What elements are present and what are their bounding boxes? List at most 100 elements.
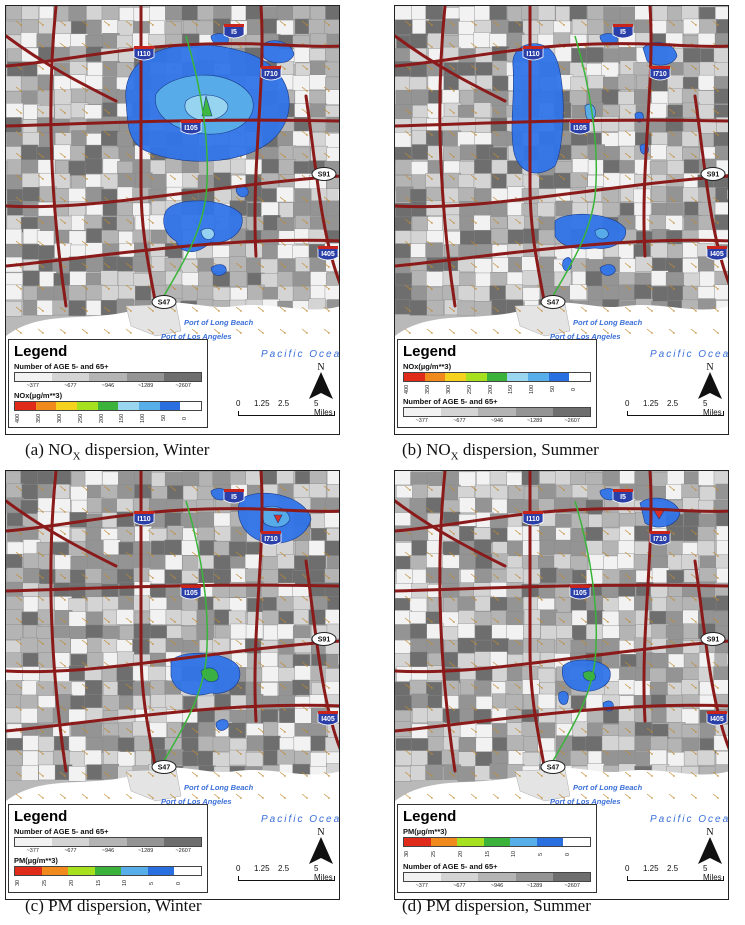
map-panel-c: I5 I110 I710 I105 S91 I605 I405 S47 Port of Long… (5, 470, 340, 900)
svg-text:I110: I110 (526, 516, 539, 523)
legend: Legend NOx(µg/m**3) 400 350 300 250 200 150 100 5… (397, 339, 597, 428)
shield-i5: I5 (223, 24, 245, 39)
freeways (395, 6, 728, 308)
scale-bar (238, 876, 335, 881)
shield-s91: S91 (700, 167, 726, 181)
map-panel-b: I5 I110 I710 I105 S91 I605 I405 S47 Port of Long… (394, 5, 729, 435)
pacific-ocean-label: Pacific Ocean (650, 814, 729, 825)
svg-text:S91: S91 (707, 172, 720, 179)
dispersion-map: I5 I110 I710 I105 S91 I605 I405 S47 (395, 6, 728, 434)
scale-tick: 1.25 (643, 399, 659, 408)
census-tracts (395, 6, 728, 317)
shield-i5: I5 (223, 489, 245, 504)
freeways (6, 6, 339, 308)
shield-i110: I110 (133, 46, 155, 61)
shield-i405: I405 (706, 246, 728, 261)
svg-text:I405: I405 (710, 716, 724, 723)
svg-text:S47: S47 (547, 765, 560, 772)
shield-i605: I605 (338, 189, 339, 200)
port-los-angeles-label: Port of Los Angeles (550, 797, 621, 806)
legend: Legend PM(µg/m**3) 30 25 20 15 10 5 0 Number of A… (397, 804, 597, 893)
age-legend-label: Number of AGE 5- and 65+ (403, 862, 498, 871)
shield-i105: I105 (569, 120, 591, 135)
shield-i605: I605 (727, 189, 728, 200)
age-color-ramp (403, 872, 591, 882)
rail-corridor (160, 35, 209, 302)
shield-i605: I605 (727, 654, 728, 665)
panel-caption: (b) NOX dispersion, Summer (402, 440, 599, 463)
svg-text:I5: I5 (620, 494, 626, 501)
panel-caption: (c) PM dispersion, Winter (25, 896, 202, 915)
svg-text:I105: I105 (573, 125, 587, 132)
pollutant-ticks: 30 25 20 15 10 5 0 (404, 850, 572, 858)
age-ticks: ~377 ~677 ~946 ~1289 ~2607 (26, 848, 191, 854)
pollutant-legend-label: PM(µg/m**3) (14, 856, 58, 865)
svg-text:I110: I110 (137, 51, 150, 58)
age-color-ramp (14, 372, 202, 382)
freeways (395, 471, 728, 773)
pollutant-color-ramp (403, 837, 591, 847)
legend-title: Legend (403, 343, 457, 360)
shield-i105: I105 (569, 585, 591, 600)
svg-text:N: N (317, 827, 324, 838)
scale-tick: 2.5 (667, 399, 679, 408)
scale-tick: 2.5 (278, 399, 290, 408)
shield-i710: I710 (260, 66, 282, 81)
pacific-ocean-label: Pacific Ocean (650, 349, 729, 360)
north-arrow-icon: N (309, 362, 333, 399)
pollutant-color-ramp (14, 866, 202, 876)
legend: Legend Number of AGE 5- and 65+ ~377 ~677 ~9… (8, 804, 208, 893)
svg-text:I110: I110 (137, 516, 150, 523)
map-panel-d: I5 I110 I710 I105 S91 I605 I405 S47 Port of Long… (394, 470, 729, 900)
svg-text:I710: I710 (653, 536, 667, 543)
svg-text:N: N (706, 827, 713, 838)
rail-corridor (549, 35, 598, 302)
port-long-beach-label: Port of Long Beach (184, 783, 254, 792)
svg-text:I405: I405 (321, 251, 335, 258)
scale-tick: 0 (625, 399, 630, 408)
age-legend-label: Number of AGE 5- and 65+ (14, 827, 109, 836)
map-panel-a: I5 I110 I710 I105 S91 I605 I405 S47 Port of Long… (5, 5, 340, 435)
svg-text:N: N (317, 362, 324, 373)
pollutant-plume (125, 33, 295, 276)
shield-s91: S91 (311, 632, 337, 646)
shield-s91: S91 (700, 632, 726, 646)
scale-tick: 2.5 (667, 864, 679, 873)
svg-text:S47: S47 (158, 300, 171, 307)
scale-tick: 2.5 (278, 864, 290, 873)
svg-text:I405: I405 (710, 251, 724, 258)
shield-i405: I405 (317, 711, 339, 726)
pollutant-color-ramp (14, 401, 202, 411)
scale-bar (238, 411, 335, 416)
svg-text:I710: I710 (264, 71, 278, 78)
scale-bar (627, 876, 724, 881)
freeways (6, 471, 339, 773)
port-long-beach-label: Port of Long Beach (184, 318, 254, 327)
svg-text:S47: S47 (547, 300, 560, 307)
port-long-beach-label: Port of Long Beach (573, 318, 643, 327)
svg-text:S91: S91 (318, 637, 331, 644)
svg-text:I710: I710 (653, 71, 667, 78)
shield-i405: I405 (706, 711, 728, 726)
legend-title: Legend (14, 808, 68, 825)
shield-i110: I110 (522, 511, 544, 526)
panel-caption: (d) PM dispersion, Summer (402, 896, 591, 915)
svg-text:I5: I5 (231, 494, 237, 501)
svg-text:N: N (706, 362, 713, 373)
pollutant-plume (170, 488, 312, 731)
shield-i710: I710 (649, 531, 671, 546)
pollutant-ticks: 30 25 20 15 10 5 0 (15, 879, 183, 887)
shield-i710: I710 (649, 66, 671, 81)
panel-caption: (a) NOX dispersion, Winter (25, 440, 210, 463)
age-ticks: ~377 ~677 ~946 ~1289 ~2607 (26, 383, 191, 389)
legend-title: Legend (14, 343, 68, 360)
pollutant-legend-label: PM(µg/m**3) (403, 827, 447, 836)
age-color-ramp (14, 837, 202, 847)
rail-corridor (160, 500, 209, 767)
age-color-ramp (403, 407, 591, 417)
scale-tick: 5 Miles (703, 399, 722, 417)
shield-i110: I110 (133, 511, 155, 526)
svg-text:I5: I5 (620, 29, 626, 36)
pacific-ocean-label: Pacific Ocean (261, 349, 340, 360)
shield-s91: S91 (311, 167, 337, 181)
